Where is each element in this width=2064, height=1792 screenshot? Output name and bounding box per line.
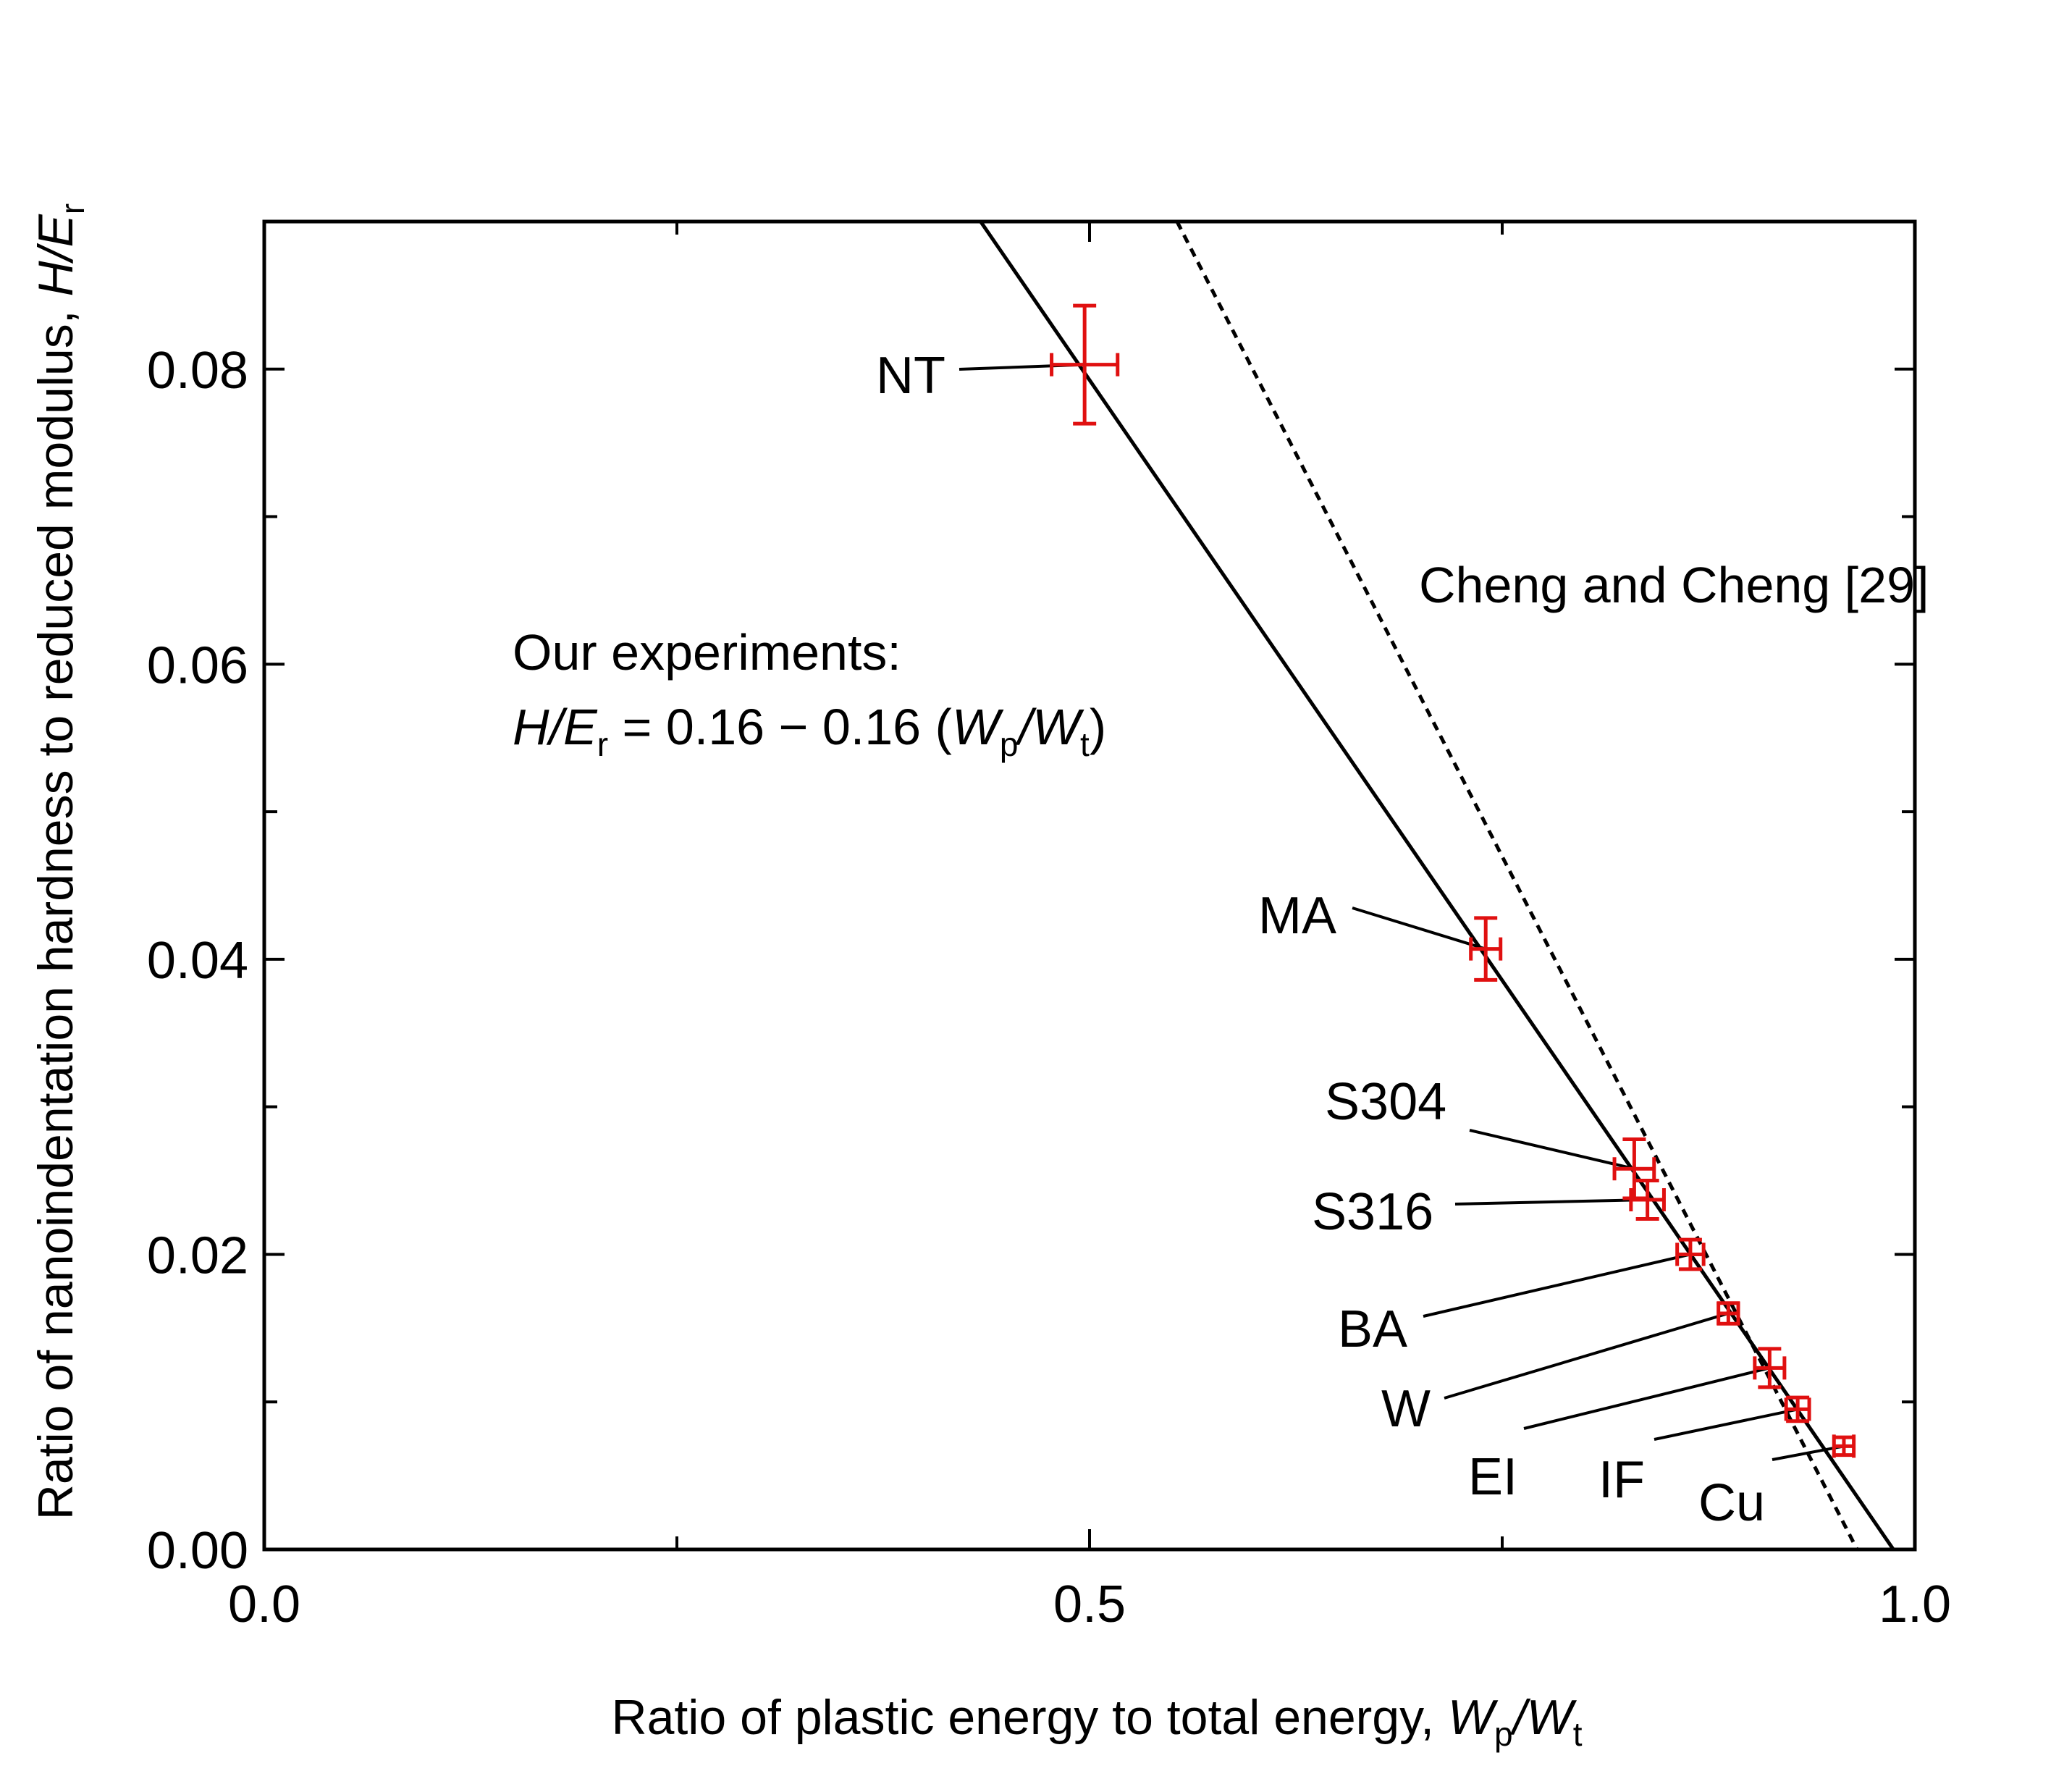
leader-line-s304 xyxy=(1469,1129,1635,1171)
leader-line-ba xyxy=(1423,1253,1691,1318)
data-point-ma xyxy=(1469,916,1503,982)
point-label-ba: BA xyxy=(1338,1300,1407,1358)
point-label-s316: S316 xyxy=(1312,1183,1433,1241)
fit-lines xyxy=(979,222,1895,1549)
y-axis-var-h: H xyxy=(28,260,83,296)
eq-sub-p: p xyxy=(1000,725,1019,763)
ours-annotation-title: Our experiments: xyxy=(513,624,901,681)
data-point-cu xyxy=(1832,1434,1856,1458)
y-tick-label-0: 0.00 xyxy=(147,1522,248,1580)
leader-line-ei xyxy=(1523,1366,1770,1430)
our-fit-solid-line xyxy=(979,222,1895,1549)
eq-var-wp: W xyxy=(952,699,1004,755)
leader-line-s316 xyxy=(1454,1198,1648,1206)
data-point-if xyxy=(1784,1395,1811,1423)
eq-var-e: E xyxy=(563,699,598,755)
axis-ticks xyxy=(263,222,1916,1551)
y-tick-label-1: 0.02 xyxy=(147,1227,248,1284)
eq-var-wt: W xyxy=(1032,699,1084,755)
point-label-nt: NT xyxy=(876,347,945,405)
y-axis-title: Ratio of nanoindentation hardness to red… xyxy=(28,203,91,1520)
x-tick-label-1: 0.5 xyxy=(1053,1576,1126,1633)
y-tick-label-4: 0.08 xyxy=(147,342,248,400)
x-axis-title: Ratio of plastic energy to total energy,… xyxy=(611,1690,1582,1753)
y-axis-title-text: Ratio of nanoindentation hardness to red… xyxy=(28,296,83,1520)
eq-var-h: H xyxy=(513,699,549,755)
data-point-s304 xyxy=(1612,1137,1656,1200)
cheng-dashed-line xyxy=(1175,222,1859,1549)
axis-tick-labels: 0.0 0.5 1.0 0.00 0.02 0.04 0.06 0.08 xyxy=(147,342,1951,1633)
leader-line-ma xyxy=(1352,906,1486,951)
x-tick-label-0: 0.0 xyxy=(228,1576,300,1633)
x-axis-sub-t: t xyxy=(1573,1715,1583,1753)
point-label-cu: Cu xyxy=(1698,1474,1765,1532)
data-point-w xyxy=(1717,1301,1740,1326)
point-label-s304: S304 xyxy=(1325,1073,1446,1131)
eq-close: ) xyxy=(1090,699,1106,755)
y-tick-label-3: 0.06 xyxy=(147,636,248,694)
point-labels: NT MA S304 S316 BA W EI IF Cu xyxy=(876,347,1765,1532)
x-axis-sub-p: p xyxy=(1494,1715,1513,1753)
leader-line-w xyxy=(1444,1312,1729,1400)
leader-line-if xyxy=(1654,1408,1798,1441)
ours-equation: H/Er = 0.16 − 0.16 (Wp/Wt) xyxy=(513,699,1106,763)
y-axis-sub-r: r xyxy=(54,203,91,214)
y-tick-label-2: 0.04 xyxy=(147,932,248,990)
x-axis-title-text: Ratio of plastic energy to total energy, xyxy=(611,1690,1447,1745)
cheng-annotation: Cheng and Cheng [29] xyxy=(1419,557,1929,613)
point-label-w: W xyxy=(1381,1380,1431,1438)
data-point-ei xyxy=(1753,1347,1787,1389)
point-label-if: IF xyxy=(1598,1451,1645,1509)
data-point-nt xyxy=(1050,303,1120,426)
y-axis-var-e: E xyxy=(28,214,83,247)
x-tick-label-2: 1.0 xyxy=(1879,1576,1951,1633)
data-point-s316 xyxy=(1629,1179,1666,1221)
x-axis-var-wt: W xyxy=(1527,1690,1578,1745)
eq-rhs: = 0.16 − 0.16 ( xyxy=(608,699,952,755)
eq-sub-t: t xyxy=(1080,725,1090,763)
x-axis-var-wp: W xyxy=(1448,1690,1499,1745)
leader-line-cu xyxy=(1772,1444,1845,1461)
point-label-ma: MA xyxy=(1258,887,1336,945)
data-points xyxy=(1050,303,1856,1458)
point-label-ei: EI xyxy=(1468,1448,1517,1506)
data-point-ba xyxy=(1675,1237,1706,1271)
eq-sub-r: r xyxy=(597,725,608,763)
